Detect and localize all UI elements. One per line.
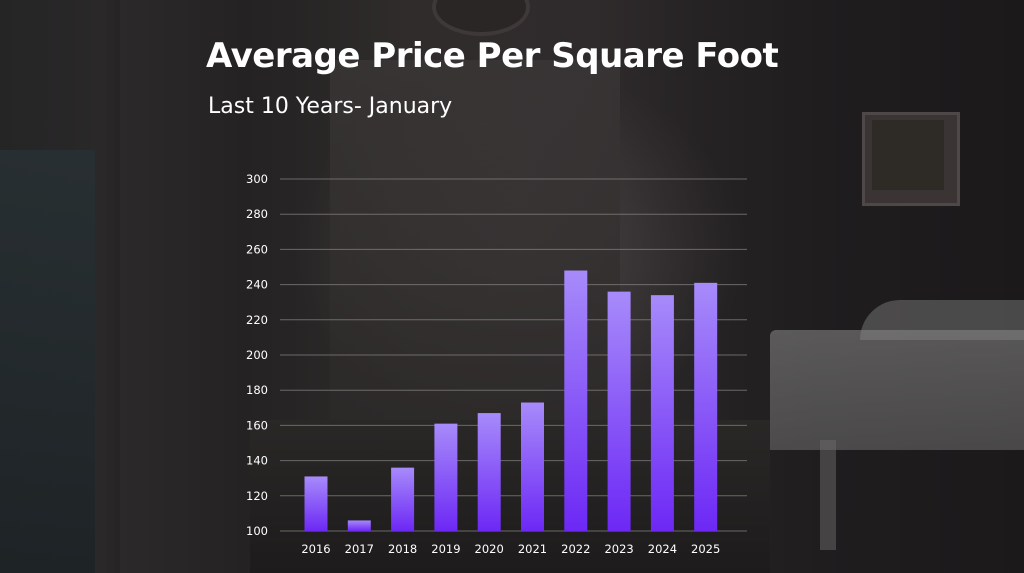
bar-2024	[650, 295, 674, 531]
x-tick-label: 2021	[518, 542, 547, 556]
background-pillar	[120, 0, 250, 573]
y-tick-label: 120	[246, 489, 268, 503]
chart-subtitle: Last 10 Years- January	[208, 94, 453, 119]
bar-2025	[694, 282, 718, 531]
x-tick-label: 2017	[345, 542, 374, 556]
grid-lines	[280, 178, 747, 532]
y-tick-label: 220	[246, 313, 268, 327]
bar-2020	[477, 413, 501, 531]
bar-2016	[304, 476, 328, 531]
bars	[304, 270, 718, 531]
background-piano	[770, 330, 1024, 450]
x-axis-ticks: 2016 2017 2018 2019 2020 2021 2022 2023 2024 2025	[301, 542, 720, 556]
x-tick-label: 2016	[301, 542, 330, 556]
y-tick-label: 200	[246, 348, 268, 362]
x-tick-label: 2022	[561, 542, 590, 556]
y-tick-label: 280	[246, 207, 268, 221]
y-axis-ticks: 100 120 140 160 180 200 220 240 260 280 300	[246, 172, 268, 538]
x-tick-label: 2023	[604, 542, 633, 556]
y-tick-label: 180	[246, 383, 268, 397]
y-tick-label: 260	[246, 242, 268, 256]
y-tick-label: 160	[246, 418, 268, 432]
bar-2017	[347, 520, 371, 531]
background-picture	[872, 120, 944, 190]
x-tick-label: 2025	[691, 542, 720, 556]
y-tick-label: 100	[246, 524, 268, 538]
background-cabinet	[0, 150, 95, 573]
x-tick-label: 2020	[475, 542, 504, 556]
bar-2021	[521, 402, 544, 531]
bar-2022	[564, 270, 588, 531]
y-tick-label: 240	[246, 278, 268, 292]
x-tick-label: 2018	[388, 542, 417, 556]
x-tick-label: 2019	[431, 542, 460, 556]
y-tick-label: 300	[246, 172, 268, 186]
bar-2018	[391, 467, 415, 531]
background-floor	[250, 420, 770, 573]
bar-2023	[607, 291, 631, 531]
y-tick-label: 140	[246, 454, 268, 468]
x-tick-label: 2024	[648, 542, 677, 556]
chart-title: Average Price Per Square Foot	[206, 36, 779, 76]
bar-2019	[434, 423, 458, 531]
background-piano-leg	[820, 440, 836, 550]
